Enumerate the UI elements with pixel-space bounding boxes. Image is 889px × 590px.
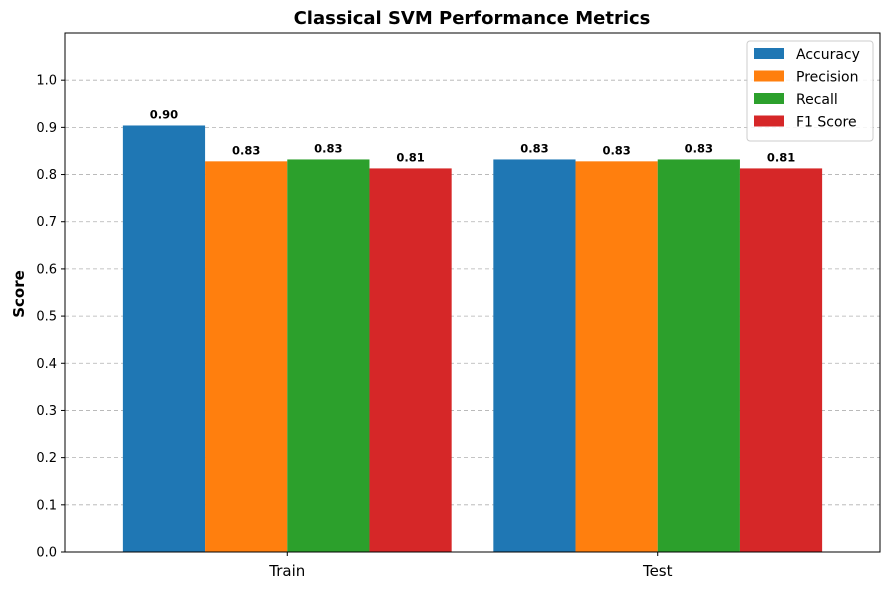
bar-value-label: 0.83 [314,141,342,155]
bar [657,159,740,552]
x-tick-label: Train [268,562,305,580]
y-tick-label: 0.2 [36,451,57,466]
y-tick-label: 0.7 [36,215,57,230]
bar-value-label: 0.83 [232,143,260,157]
x-tick-label: Test [642,562,673,580]
legend: Accuracy Precision Recall F1 Score [746,40,874,142]
bar [739,168,823,553]
y-tick-label: 0.1 [36,498,57,513]
bar-value-label: 0.83 [685,141,713,155]
legend-swatch [754,70,784,82]
plot-frame [64,32,881,553]
chart-title: Classical SVM Performance Metrics [294,8,651,29]
bar-value-label: 0.83 [602,143,630,157]
legend-label: Recall [796,92,838,108]
legend-swatch [754,48,784,59]
legend-swatch [754,115,784,127]
legend-label: Accuracy [796,47,860,63]
bar [575,161,658,553]
bar [205,161,288,553]
bar-value-labels: 0.90 0.83 0.83 0.81 0.83 0.83 0.83 0.81 [150,107,795,164]
bar [122,125,206,552]
bar-value-label: 0.90 [150,107,178,121]
bars [122,125,823,553]
y-tick-label: 0.5 [36,310,57,325]
bar [493,159,576,552]
y-tick-label: 0.6 [36,262,57,277]
y-tick-label: 0.4 [36,357,57,372]
bar-value-label: 0.81 [396,150,424,164]
y-tick-label: 0.9 [36,121,57,136]
y-tick-label: 0.3 [36,404,57,419]
bar-value-label: 0.83 [520,141,548,155]
y-axis-ticks: 0.0 0.1 0.2 0.3 0.4 0.5 0.6 0.7 0.8 0.9 1.0 [36,74,65,561]
y-tick-label: 0.8 [36,168,57,183]
legend-swatch [754,93,784,104]
y-tick-label: 0.0 [36,546,57,561]
legend-label: F1 Score [796,115,857,131]
bar-value-label: 0.81 [767,150,795,164]
y-axis-label: Score [10,270,28,318]
legend-label: Precision [796,70,858,86]
y-tick-label: 1.0 [36,74,57,89]
bar [369,168,452,553]
bar [287,159,370,552]
x-axis-ticks: Train Test [268,552,673,580]
